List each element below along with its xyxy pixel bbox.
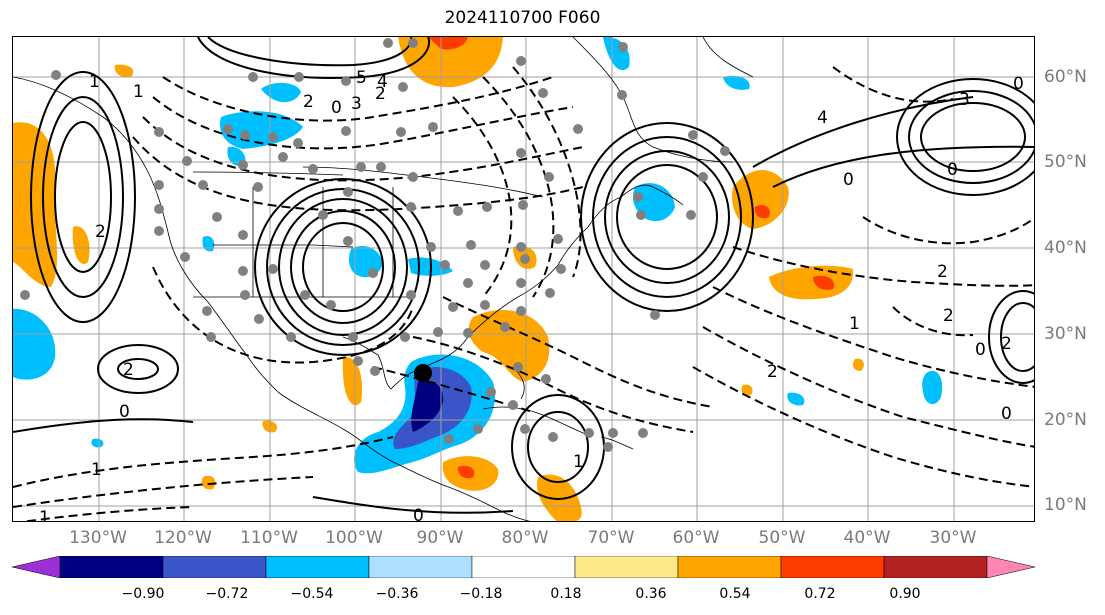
- contour-label: 2: [375, 84, 386, 104]
- longitude-label: 50°W: [758, 528, 806, 548]
- colorbar-tick: 0.90: [889, 586, 921, 602]
- storm-center-marker: [414, 364, 432, 382]
- map-canvas: 1 1 2 3 4 5 2 0 4 3 0 2 2 0 2 1 0 1 0 2 …: [13, 37, 1034, 522]
- contour-label: 1: [849, 314, 860, 334]
- colorbar-tick: −0.72: [205, 586, 249, 602]
- colorbar-segment: [368, 556, 473, 578]
- contour-label: 2: [767, 362, 778, 382]
- longitude-label: 90°W: [416, 528, 464, 548]
- contour-label: 0: [843, 170, 854, 190]
- contour-label: 0: [1001, 404, 1012, 424]
- colorbar-tick: −0.90: [121, 586, 165, 602]
- contour-labels: 1 1 2 3 4 5 2 0 4 3 0 2 2 0 2 1 0 1 0 2 …: [39, 68, 1024, 522]
- colorbar-segment: [59, 556, 164, 578]
- colorbar-segment: [883, 556, 988, 578]
- contour-label: 4: [817, 108, 828, 128]
- longitude-label: 100°W: [325, 528, 383, 548]
- contour-label: 1: [91, 460, 102, 480]
- contour-label: 1: [39, 508, 50, 522]
- longitude-label: 30°W: [929, 528, 977, 548]
- contour-label: 0: [947, 160, 958, 180]
- colorbar-tick: 0.18: [550, 586, 582, 602]
- latitude-label: 40°N: [1044, 238, 1087, 258]
- contour-label: 2: [943, 306, 954, 326]
- colorbar-segment: [986, 556, 1035, 578]
- weather-map: 1 1 2 3 4 5 2 0 4 3 0 2 2 0 2 1 0 1 0 2 …: [12, 36, 1035, 522]
- contour-label: 3: [351, 94, 362, 114]
- longitude-label: 130°W: [69, 528, 127, 548]
- colorbar: [12, 556, 1035, 578]
- contour-label: 2: [123, 360, 134, 380]
- contour-label: 5: [356, 68, 367, 88]
- contour-label: 0: [413, 506, 424, 522]
- colorbar-segment: [677, 556, 782, 578]
- coastlines: [13, 37, 754, 521]
- contour-label: 2: [937, 262, 948, 282]
- colorbar-segment: [12, 556, 61, 578]
- contour-label: 2: [1001, 334, 1012, 354]
- negative-contours: [13, 66, 1034, 521]
- figure-title: 2024110700 F060: [444, 8, 601, 28]
- colorbar-segment: [162, 556, 267, 578]
- colorbar-segment: [574, 556, 679, 578]
- colorbar-tick: 0.36: [635, 586, 667, 602]
- station-markers: [20, 38, 730, 452]
- contour-label: 1: [89, 72, 100, 92]
- contour-label: 0: [119, 402, 130, 422]
- contour-label: 1: [573, 452, 584, 472]
- longitude-label: 80°W: [501, 528, 549, 548]
- colorbar-tick: −0.18: [459, 586, 503, 602]
- colorbar-tick: −0.36: [375, 586, 419, 602]
- contour-label: 0: [331, 98, 342, 118]
- latitude-label: 20°N: [1044, 410, 1087, 430]
- colorbar-segment: [471, 556, 576, 578]
- contour-label: 0: [1013, 74, 1024, 94]
- positive-contours: [13, 37, 1034, 514]
- latitude-label: 50°N: [1044, 152, 1087, 172]
- longitude-label: 70°W: [587, 528, 635, 548]
- colorbar-segment: [265, 556, 370, 578]
- colorbar-tick: −0.54: [290, 586, 334, 602]
- latitude-label: 60°N: [1044, 67, 1087, 87]
- latitude-label: 10°N: [1044, 495, 1087, 515]
- longitude-label: 120°W: [154, 528, 212, 548]
- contour-label: 2: [303, 92, 314, 112]
- longitude-label: 60°W: [672, 528, 720, 548]
- cool-anomaly-regions: [13, 37, 943, 474]
- colorbar-tick: 0.54: [719, 586, 751, 602]
- contour-label: 4: [377, 72, 388, 92]
- longitude-label: 110°W: [240, 528, 298, 548]
- contour-label: 1: [133, 82, 144, 102]
- warm-anomaly-regions: [13, 37, 864, 521]
- longitude-label: 40°W: [843, 528, 891, 548]
- contour-label: 0: [975, 340, 986, 360]
- colorbar-tick: 0.72: [804, 586, 836, 602]
- colorbar-segment: [780, 556, 885, 578]
- contour-label: 3: [959, 90, 970, 110]
- latitude-label: 30°N: [1044, 324, 1087, 344]
- contour-label: 2: [95, 222, 106, 242]
